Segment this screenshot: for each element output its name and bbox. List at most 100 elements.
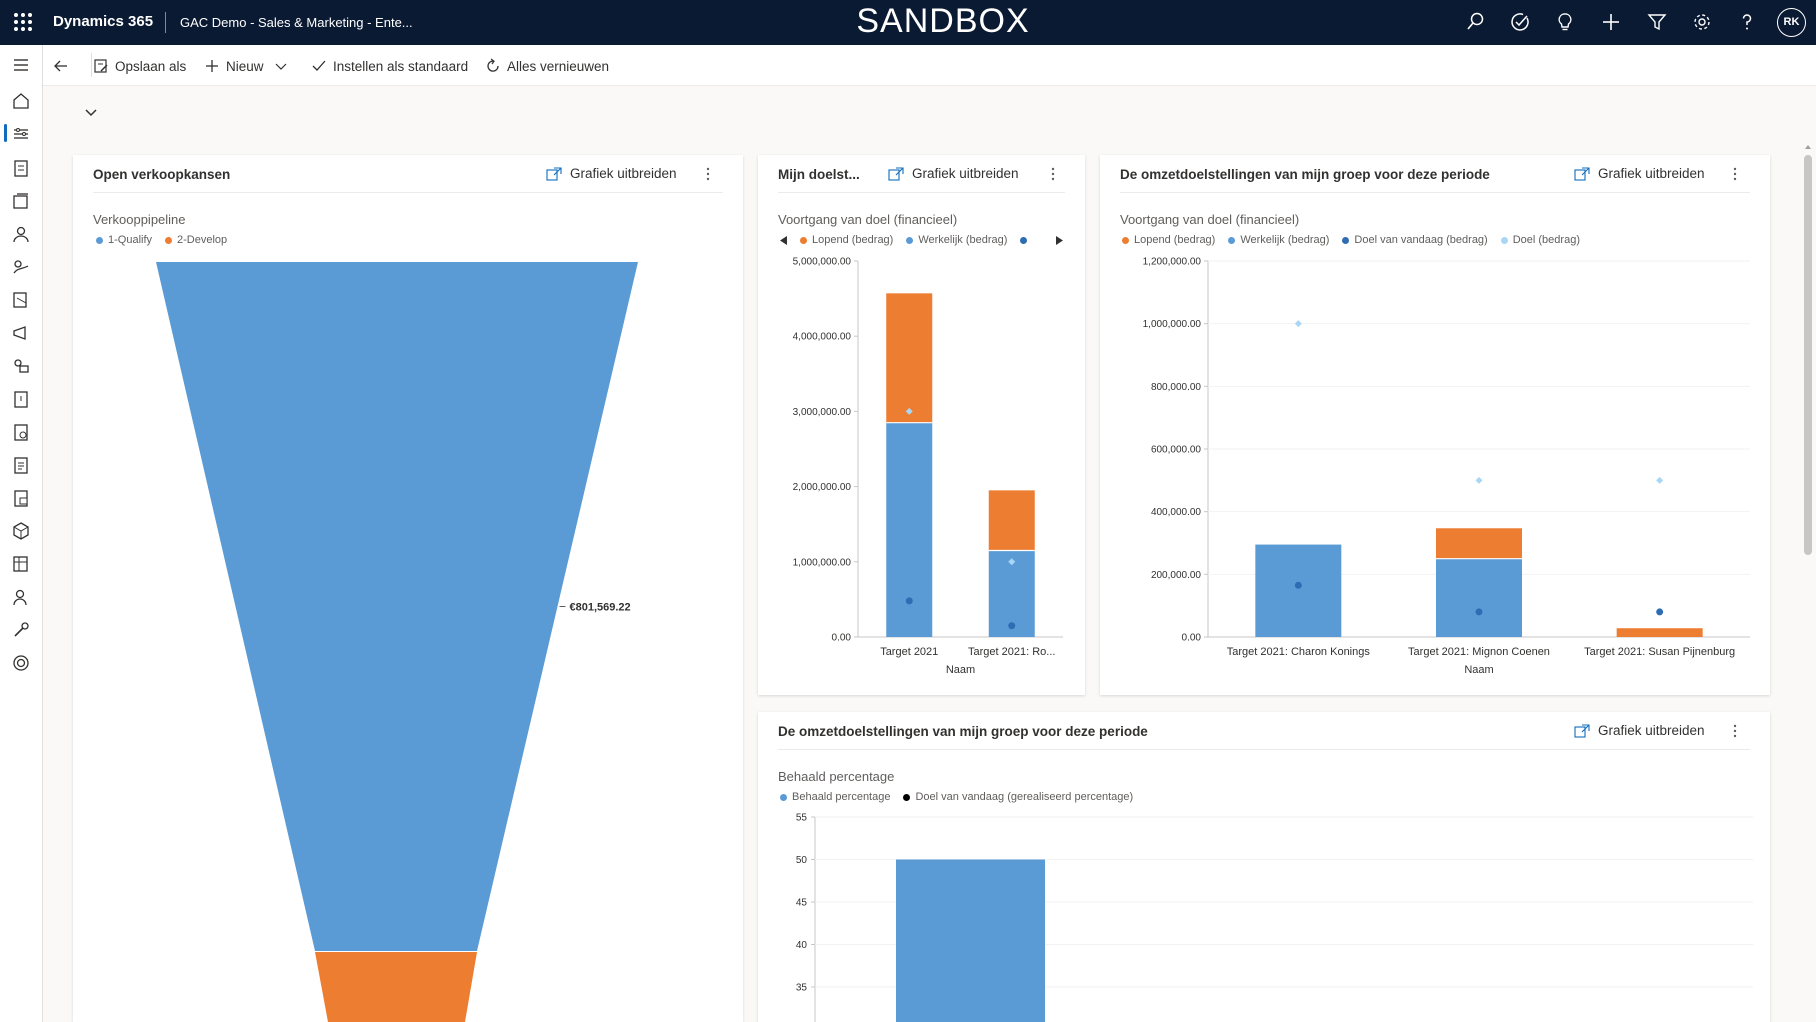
legend-item[interactable]: 1-Qualify (96, 234, 152, 246)
invoices-icon[interactable] (11, 455, 31, 475)
expand-chart-button[interactable]: Grafiek uitbreiden (1574, 723, 1705, 738)
arrow-left-icon[interactable] (53, 58, 69, 74)
legend-item[interactable]: 2-Develop (165, 234, 227, 246)
accounts-icon[interactable] (11, 191, 31, 211)
y-tick-label: 0.00 (832, 633, 852, 644)
dashboard-icon[interactable] (11, 124, 31, 144)
lightbulb-icon[interactable] (1554, 11, 1576, 33)
legend-item[interactable]: Doel van vandaag (gerealiseerd percentag… (903, 791, 1133, 803)
x-tick-label: Target 2021 (880, 646, 938, 658)
funnel-segment-2-develop (315, 952, 477, 1022)
competitors-icon[interactable] (11, 356, 31, 376)
expand-icon (1574, 166, 1590, 181)
set-default-button[interactable]: Instellen als standaard (311, 55, 468, 77)
activities-icon[interactable] (11, 158, 31, 178)
legend-item[interactable] (1020, 236, 1032, 244)
expand-chart-button[interactable]: Grafiek uitbreiden (546, 166, 677, 181)
contacts-icon[interactable] (11, 224, 31, 244)
point-doel-van-vandaag (1656, 608, 1664, 616)
app-launcher-icon[interactable] (14, 13, 32, 31)
legend-item[interactable]: Behaald percentage (780, 791, 890, 803)
x-axis-title: Naam (1464, 664, 1493, 676)
pipeline-card: Open verkoopkansen Grafiek uitbreiden Ve… (73, 155, 743, 1022)
legend-item[interactable]: Werkelijk (bedrag) (1228, 234, 1329, 246)
opportunities-icon[interactable] (11, 290, 31, 310)
more-options-icon[interactable] (1727, 164, 1743, 184)
point-doel-van-vandaag (1008, 622, 1016, 630)
y-tick-label: 1,200,000.00 (1143, 257, 1202, 268)
funnel-chart: €801,569.22 (156, 262, 638, 1022)
documents-icon[interactable] (11, 488, 31, 508)
more-options-icon[interactable] (700, 164, 716, 184)
tools-icon[interactable] (11, 620, 31, 640)
expand-chart-button[interactable]: Grafiek uitbreiden (1574, 166, 1705, 181)
x-tick-label: Target 2021: Mignon Coenen (1408, 646, 1550, 658)
expand-chart-button[interactable]: Grafiek uitbreiden (888, 166, 1019, 181)
search-icon[interactable] (1464, 11, 1486, 33)
hamburger-icon[interactable] (11, 55, 31, 75)
bar-werkelijk (1436, 558, 1522, 637)
legend-item[interactable]: Werkelijk (bedrag) (906, 234, 1007, 246)
legend-item[interactable]: Lopend (bedrag) (800, 234, 893, 246)
goals-bar-chart: 0.00 1,000,000.00 2,000,000.00 3,000,000.00… (793, 257, 1063, 676)
legend-item[interactable]: Lopend (bedrag) (1122, 234, 1215, 246)
chart-legend: Lopend (bedrag) Werkelijk (bedrag) (780, 234, 1064, 246)
funnel-segment-1-qualify (156, 262, 638, 951)
expand-icon (546, 166, 562, 181)
point-doel (905, 407, 913, 415)
more-options-icon[interactable] (1045, 164, 1061, 184)
group-goals-bar-chart: 0.00 200,000.00 400,000.00 600,000.00 800,00… (1143, 257, 1750, 676)
bar-werkelijk (1255, 544, 1342, 637)
legend-item[interactable]: Doel (bedrag) (1500, 234, 1580, 246)
point-doel (1008, 558, 1016, 566)
users-icon[interactable] (11, 587, 31, 607)
user-avatar[interactable]: RK (1777, 8, 1806, 37)
y-tick-label: 4,000,000.00 (793, 332, 852, 343)
scroll-up-icon[interactable] (1800, 140, 1816, 154)
more-options-icon[interactable] (1727, 721, 1743, 741)
point-doel-van-vandaag (1475, 608, 1483, 616)
expand-label: Grafiek uitbreiden (570, 166, 677, 181)
home-icon[interactable] (11, 91, 31, 111)
app-name[interactable]: GAC Demo - Sales & Marketing - Ente... (180, 15, 413, 30)
legend-next-icon[interactable] (1056, 235, 1064, 245)
scrollbar-thumb[interactable] (1804, 155, 1812, 555)
task-check-icon[interactable] (1509, 11, 1531, 33)
x-tick-label: Target 2021: Susan Pijnenburg (1584, 646, 1735, 658)
filter-icon[interactable] (1646, 11, 1668, 33)
settings-gear-icon[interactable] (1691, 11, 1713, 33)
legend-item[interactable]: Doel van vandaag (bedrag) (1342, 234, 1488, 246)
y-tick-label: 35 (796, 983, 808, 994)
campaigns-icon[interactable] (11, 323, 31, 343)
refresh-all-button[interactable]: Alles vernieuwen (485, 55, 609, 77)
y-tick-label: 800,000.00 (1151, 382, 1201, 393)
card-divider (1120, 192, 1750, 193)
product-brand[interactable]: Dynamics 365 (53, 13, 154, 30)
command-bar: Opslaan als Nieuw Instellen als standaar… (43, 45, 1816, 86)
plus-icon[interactable] (1600, 11, 1622, 33)
y-tick-label: 0.00 (1182, 633, 1202, 644)
products-icon[interactable] (11, 521, 31, 541)
goals-icon[interactable] (11, 653, 31, 673)
orders-icon[interactable] (11, 422, 31, 442)
bar-lopend (1616, 628, 1703, 637)
new-label: Nieuw (226, 58, 264, 74)
quotes-icon[interactable] (11, 389, 31, 409)
chart-title: Voortgang van doel (financieel) (778, 212, 958, 227)
legend-prev-icon[interactable] (780, 235, 788, 245)
page-scrollbar[interactable] (1800, 140, 1816, 1022)
help-icon[interactable] (1736, 11, 1758, 33)
refresh-icon (487, 58, 499, 72)
new-button[interactable]: Nieuw (204, 55, 294, 77)
save-as-button[interactable]: Opslaan als (93, 55, 186, 77)
card-title: De omzetdoelstellingen van mijn groep vo… (1120, 167, 1490, 182)
chevron-down-icon[interactable] (83, 105, 99, 121)
chevron-down-icon[interactable] (274, 59, 288, 73)
point-doel (1294, 320, 1302, 328)
chart-legend: Behaald percentage Doel van vandaag (ger… (780, 791, 1146, 803)
percentage-card: De omzetdoelstellingen van mijn groep vo… (758, 712, 1770, 1022)
card-divider (93, 192, 723, 193)
set-default-label: Instellen als standaard (333, 58, 469, 74)
price-lists-icon[interactable] (11, 554, 31, 574)
leads-icon[interactable] (11, 257, 31, 277)
